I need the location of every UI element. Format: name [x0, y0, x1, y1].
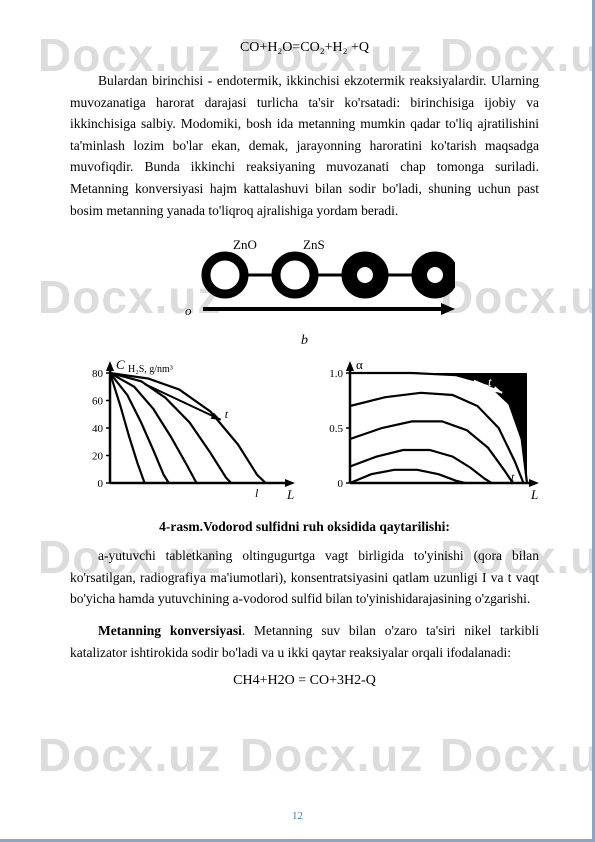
paragraph-3: Metanning konversiyasi. Metanning suv bi…: [70, 620, 539, 663]
svg-text:L: L: [286, 487, 294, 502]
figure-a-rings: ZnO ZnS o t: [155, 237, 455, 327]
chart-left-concentration: 0 20 40 60 80 CH₂S, g/nm³ t Ll: [70, 355, 295, 505]
axis-arrowhead: [441, 303, 455, 315]
svg-text:80: 80: [92, 368, 104, 380]
svg-text:l: l: [255, 486, 259, 500]
heading-metanning: Metanning konversiyasi: [98, 623, 242, 638]
paragraph-2: a-yutuvchi tabletkaning oltingugurtga va…: [70, 545, 539, 610]
svg-text:0.5: 0.5: [329, 423, 343, 435]
page-content: CO+H₂O=CO₂+H₂ +Q Bulardan birinchisi - e…: [0, 0, 595, 723]
equation-2: CH4+H2O = CO+3H2-Q: [70, 673, 539, 689]
charts-row: 020406080CH₂S, g/nm³tLl 00.51.0αtLt: [70, 355, 539, 505]
svg-text:H₂S, g/nm³: H₂S, g/nm³: [128, 364, 173, 375]
page-number: 12: [0, 810, 595, 822]
svg-text:t: t: [225, 407, 229, 421]
chart-right-alpha: 00.51.0αtLt: [314, 355, 539, 505]
watermark: Docx.uz: [240, 728, 423, 782]
svg-text:40: 40: [92, 423, 104, 435]
ring-1: [206, 256, 244, 294]
figure-label-b: b: [70, 333, 539, 349]
ring-2: [276, 256, 314, 294]
svg-text:20: 20: [92, 451, 104, 463]
watermark: Docx.uz: [38, 728, 221, 782]
svg-text:α: α: [356, 357, 363, 372]
ring-3-hole: [357, 267, 373, 283]
watermark: Docx.uz: [440, 728, 595, 782]
figure-caption: 4-rasm.Vodorod sulfidni ruh oksidida qay…: [70, 519, 539, 535]
ring-4-hole: [427, 267, 443, 283]
svg-text:1.0: 1.0: [329, 368, 343, 380]
svg-text:0: 0: [338, 478, 344, 490]
label-zns: ZnS: [303, 237, 325, 252]
equation-1: CO+H₂O=CO₂+H₂ +Q: [70, 40, 539, 56]
svg-text:L: L: [530, 487, 538, 502]
svg-text:60: 60: [92, 396, 104, 408]
svg-text:0: 0: [98, 478, 104, 490]
svg-text:C: C: [116, 357, 125, 372]
label-zno: ZnO: [233, 237, 257, 252]
axis-o-label: o: [185, 303, 192, 318]
paragraph-1: Bulardan birinchisi - endotermik, ikkinc…: [70, 70, 539, 221]
